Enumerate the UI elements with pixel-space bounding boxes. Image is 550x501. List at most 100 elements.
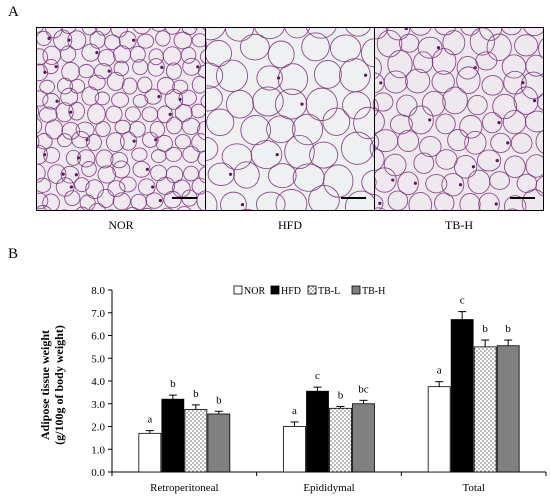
adipocyte-cell bbox=[144, 88, 162, 105]
adipocyte-cell bbox=[284, 28, 311, 39]
y-axis-title: Adipose tissue weight (g/100g of body we… bbox=[38, 325, 66, 445]
significance-letter: a bbox=[292, 405, 297, 417]
adipocyte-cell bbox=[460, 28, 481, 36]
adipocyte-cell bbox=[375, 207, 386, 210]
adipocyte-cell bbox=[197, 150, 205, 167]
micrograph-label-tbh: TB-H bbox=[445, 218, 473, 232]
adipocyte-cell bbox=[313, 59, 342, 89]
adipocyte-cell bbox=[176, 206, 192, 210]
adipocyte-cell bbox=[225, 89, 254, 119]
adipocyte-cell bbox=[417, 36, 443, 59]
adipocyte-cell bbox=[151, 149, 167, 164]
adipocyte-cell bbox=[79, 194, 96, 210]
adipocyte-cell bbox=[504, 155, 526, 179]
adipocyte-cell bbox=[431, 48, 457, 75]
nucleus-dot bbox=[55, 99, 59, 103]
adipocyte-cell bbox=[513, 86, 539, 115]
adipocyte-cell bbox=[254, 28, 285, 40]
adipocyte-cell bbox=[112, 192, 131, 210]
adipocyte-cell bbox=[53, 29, 73, 51]
y-tick-label: 6.0 bbox=[91, 331, 105, 343]
bar-nor-epididymal bbox=[283, 426, 306, 473]
micrograph-label-hfd: HFD bbox=[277, 218, 302, 232]
adipocyte-cell bbox=[486, 33, 512, 62]
adipocyte-cell bbox=[397, 171, 419, 196]
bar-nor-retroperitoneal bbox=[138, 432, 162, 473]
legend-label: TB-H bbox=[362, 286, 385, 297]
adipocyte-cell bbox=[81, 86, 100, 106]
adipocyte-cell bbox=[87, 103, 106, 125]
adipocyte-cell bbox=[419, 136, 442, 158]
adipocyte-cell bbox=[375, 92, 394, 112]
adipocyte-cell bbox=[42, 92, 61, 110]
adipocyte-cell bbox=[464, 130, 487, 155]
adipocyte-cell bbox=[240, 208, 253, 210]
nucleus-dot bbox=[69, 110, 73, 114]
bar-tb-l-epididymal bbox=[329, 407, 352, 473]
x-category-label: Epididymal bbox=[303, 482, 354, 494]
micrograph-tbh bbox=[374, 27, 544, 211]
adipocyte-cell bbox=[89, 30, 106, 49]
legend-label: NOR bbox=[244, 286, 265, 297]
micrograph-nor bbox=[36, 27, 206, 211]
adipocyte-cell bbox=[161, 207, 174, 210]
adipocyte-cell bbox=[85, 179, 104, 200]
adipocyte-cell bbox=[178, 89, 197, 106]
adipocyte-cell bbox=[275, 189, 308, 210]
adipocyte-cell bbox=[190, 103, 205, 119]
adipocyte-cell bbox=[181, 117, 201, 135]
nucleus-dot bbox=[107, 69, 111, 73]
adipocyte-cell bbox=[120, 131, 137, 151]
nucleus-dot bbox=[532, 99, 537, 103]
adipocyte-cell bbox=[405, 68, 431, 94]
nucleus-dot bbox=[379, 81, 383, 85]
adipocyte-cell bbox=[353, 106, 374, 140]
adipocyte-cell bbox=[37, 48, 49, 66]
adipocyte-cell bbox=[97, 188, 115, 208]
adipocyte-cell bbox=[198, 166, 205, 184]
adipocyte-cell bbox=[106, 71, 125, 91]
adipocyte-cell bbox=[277, 63, 309, 96]
adipocyte-cell bbox=[155, 30, 171, 47]
legend-swatch bbox=[270, 285, 280, 295]
adipocyte-cell bbox=[301, 32, 330, 62]
adipocyte-cell bbox=[37, 134, 40, 149]
adipocyte-cell bbox=[375, 177, 377, 188]
adipocyte-cell bbox=[60, 165, 80, 184]
adipocyte-cell bbox=[443, 209, 448, 210]
nucleus-dot bbox=[391, 178, 395, 182]
adipocyte-cell bbox=[255, 191, 286, 210]
adipocyte-cell bbox=[476, 149, 502, 172]
adipocyte-cell bbox=[93, 63, 113, 80]
adipocyte-cell bbox=[456, 66, 481, 95]
y-tick-label: 5.0 bbox=[91, 353, 105, 365]
adipocyte-cell bbox=[191, 177, 205, 195]
adipocyte-cell bbox=[398, 33, 420, 53]
adipocyte-cell bbox=[305, 87, 338, 121]
adipocyte-cell bbox=[490, 132, 512, 153]
nucleus-dot bbox=[521, 81, 525, 85]
adipocyte-cell bbox=[163, 190, 182, 209]
adipose-weight-bar-chart: Adipose tissue weight (g/100g of body we… bbox=[38, 285, 547, 494]
adipocyte-cell bbox=[361, 169, 374, 196]
legend-label: HFD bbox=[281, 286, 301, 297]
adipocyte-cell bbox=[37, 105, 39, 118]
adipocyte-cell bbox=[197, 120, 205, 141]
nucleus-dot bbox=[47, 36, 51, 41]
adipocyte-cell bbox=[434, 192, 455, 210]
bar-hfd-epididymal bbox=[306, 390, 329, 473]
adipocyte-cell bbox=[119, 176, 137, 193]
adipocyte-cell bbox=[129, 46, 146, 63]
adipocyte-cell bbox=[375, 133, 380, 152]
adipocyte-cell bbox=[535, 175, 543, 197]
adipocyte-cell bbox=[308, 185, 340, 210]
adipocyte-cell bbox=[267, 163, 297, 189]
adipocyte-cell bbox=[88, 202, 107, 210]
adipocyte-cell bbox=[151, 28, 167, 32]
adipocyte-cell bbox=[94, 91, 111, 106]
adipocyte-cell bbox=[459, 193, 481, 210]
adipocyte-cell bbox=[174, 134, 192, 150]
significance-letter: b bbox=[338, 389, 344, 401]
adipocyte-cell bbox=[375, 98, 379, 117]
adipocyte-cell bbox=[206, 190, 218, 210]
